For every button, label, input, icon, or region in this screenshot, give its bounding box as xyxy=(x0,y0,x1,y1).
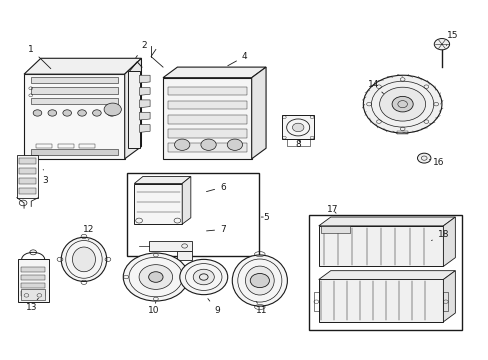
Text: 5: 5 xyxy=(261,212,268,221)
Circle shape xyxy=(379,87,425,121)
Polygon shape xyxy=(139,100,150,108)
Bar xyxy=(17,155,39,198)
Polygon shape xyxy=(182,176,190,224)
Text: 18: 18 xyxy=(430,230,448,240)
Text: 12: 12 xyxy=(83,225,94,240)
Bar xyxy=(308,215,461,330)
Circle shape xyxy=(139,265,172,289)
Bar xyxy=(21,267,45,272)
Circle shape xyxy=(250,274,269,288)
Bar xyxy=(321,226,349,233)
Circle shape xyxy=(107,110,116,116)
Bar xyxy=(134,184,182,224)
Bar xyxy=(58,144,74,148)
Polygon shape xyxy=(163,67,265,78)
Bar xyxy=(313,292,318,311)
Circle shape xyxy=(174,139,189,150)
Bar xyxy=(167,129,246,138)
Text: 15: 15 xyxy=(446,31,458,45)
Bar xyxy=(318,279,443,322)
Circle shape xyxy=(78,110,86,116)
Circle shape xyxy=(193,269,214,285)
Ellipse shape xyxy=(72,247,95,272)
Bar xyxy=(177,251,191,260)
Bar xyxy=(31,149,117,154)
Polygon shape xyxy=(443,217,454,266)
Polygon shape xyxy=(24,58,141,74)
Bar xyxy=(79,144,95,148)
Circle shape xyxy=(148,272,163,282)
Bar xyxy=(167,143,246,152)
Polygon shape xyxy=(251,67,265,159)
Bar xyxy=(31,87,117,94)
Circle shape xyxy=(92,110,101,116)
Bar xyxy=(19,188,36,194)
Bar xyxy=(31,98,117,104)
Polygon shape xyxy=(139,87,150,95)
Bar xyxy=(167,115,246,123)
Text: 17: 17 xyxy=(327,206,338,215)
Text: 6: 6 xyxy=(206,183,225,192)
Bar xyxy=(18,259,49,302)
Bar xyxy=(19,158,36,165)
Circle shape xyxy=(48,110,57,116)
Bar xyxy=(127,173,258,256)
Polygon shape xyxy=(318,271,454,279)
Polygon shape xyxy=(318,217,454,226)
Circle shape xyxy=(391,96,412,112)
Bar xyxy=(21,283,45,288)
Text: 3: 3 xyxy=(42,170,48,185)
Ellipse shape xyxy=(232,255,287,306)
Circle shape xyxy=(201,139,216,150)
Bar xyxy=(21,291,45,296)
Bar xyxy=(19,178,36,184)
Circle shape xyxy=(104,103,121,116)
Circle shape xyxy=(227,139,242,150)
Polygon shape xyxy=(443,271,454,322)
Bar xyxy=(167,86,246,95)
Circle shape xyxy=(123,253,188,301)
Text: 11: 11 xyxy=(256,302,267,315)
Bar xyxy=(286,139,309,146)
Text: 7: 7 xyxy=(206,225,225,234)
Bar xyxy=(127,71,139,148)
Ellipse shape xyxy=(245,266,274,295)
Polygon shape xyxy=(139,75,150,83)
Text: 8: 8 xyxy=(295,140,301,149)
Text: 1: 1 xyxy=(28,45,51,69)
Bar xyxy=(163,78,251,159)
Circle shape xyxy=(33,110,41,116)
Bar xyxy=(318,226,443,266)
Polygon shape xyxy=(124,58,141,159)
Bar xyxy=(21,275,45,280)
Bar xyxy=(19,168,36,174)
Circle shape xyxy=(417,153,430,163)
Circle shape xyxy=(180,259,227,294)
Circle shape xyxy=(63,110,71,116)
Polygon shape xyxy=(134,176,190,184)
Circle shape xyxy=(363,75,441,133)
Circle shape xyxy=(292,123,304,132)
Bar xyxy=(31,77,117,83)
Bar xyxy=(396,131,407,134)
Text: 9: 9 xyxy=(207,298,220,315)
Text: 14: 14 xyxy=(367,80,383,94)
Bar xyxy=(443,292,447,311)
Bar xyxy=(148,241,191,251)
Polygon shape xyxy=(139,125,150,132)
Text: 10: 10 xyxy=(147,302,159,315)
Bar xyxy=(36,144,52,148)
Text: 4: 4 xyxy=(227,52,247,66)
Bar xyxy=(24,74,124,159)
Bar xyxy=(21,289,45,300)
Ellipse shape xyxy=(61,237,106,282)
Text: 2: 2 xyxy=(136,41,146,58)
Bar xyxy=(281,116,314,139)
Circle shape xyxy=(433,39,448,50)
Text: 13: 13 xyxy=(25,298,39,311)
Bar xyxy=(167,101,246,109)
Text: 16: 16 xyxy=(428,158,444,167)
Polygon shape xyxy=(139,112,150,120)
